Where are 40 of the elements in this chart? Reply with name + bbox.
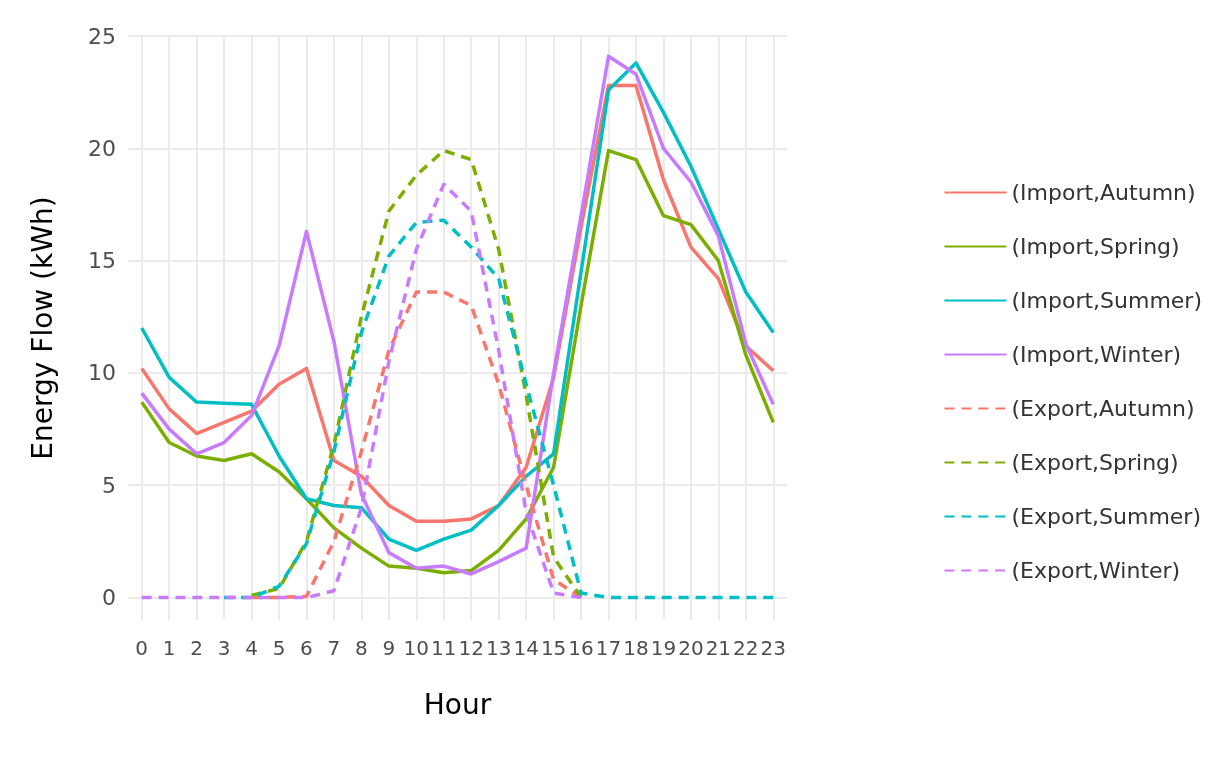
- x-tick-label: 17: [595, 636, 622, 660]
- y-tick-label: 0: [102, 585, 116, 611]
- x-axis-title: Hour: [423, 687, 492, 721]
- x-tick-label: 2: [190, 636, 204, 660]
- x-tick-label: 23: [760, 636, 786, 660]
- x-tick-label: 15: [540, 636, 567, 660]
- legend-label: (Import,Summer): [1011, 288, 1203, 313]
- legend-label: (Import,Spring): [1011, 234, 1180, 259]
- legend-label: (Export,Summer): [1011, 504, 1202, 529]
- legend-label: (Export,Winter): [1011, 558, 1181, 583]
- x-tick-label: 1: [162, 636, 176, 660]
- x-tick-label: 10: [403, 636, 430, 660]
- x-tick-label: 21: [705, 636, 732, 660]
- x-tick-label: 14: [513, 636, 539, 660]
- x-tick-label: 13: [485, 636, 512, 660]
- legend-label: (Export,Autumn): [1011, 396, 1195, 421]
- y-tick-label: 25: [88, 23, 116, 49]
- y-tick-label: 5: [102, 472, 116, 498]
- x-tick-label: 16: [568, 636, 594, 660]
- legend-label: (Export,Spring): [1011, 450, 1179, 475]
- x-tick-label: 11: [431, 636, 457, 660]
- x-tick-label: 5: [272, 636, 286, 660]
- x-tick-label: 4: [245, 636, 258, 660]
- x-tick-label: 19: [650, 636, 677, 660]
- x-tick-label: 12: [458, 636, 484, 660]
- y-axis-title: Energy Flow (kWh): [25, 196, 59, 460]
- x-tick-label: 9: [382, 636, 396, 660]
- y-tick-label: 10: [88, 360, 116, 386]
- y-tick-label: 20: [88, 135, 116, 161]
- x-tick-label: 0: [135, 636, 149, 660]
- x-tick-label: 22: [733, 636, 759, 660]
- x-tick-label: 20: [678, 636, 704, 660]
- x-tick-label: 7: [327, 636, 341, 660]
- x-tick-label: 6: [300, 636, 313, 660]
- x-tick-label: 18: [623, 636, 649, 660]
- y-tick-label: 15: [88, 248, 116, 274]
- legend-label: (Import,Autumn): [1011, 180, 1196, 205]
- x-tick-label: 8: [355, 636, 368, 660]
- legend-label: (Import,Winter): [1011, 342, 1182, 367]
- x-tick-label: 3: [217, 636, 231, 660]
